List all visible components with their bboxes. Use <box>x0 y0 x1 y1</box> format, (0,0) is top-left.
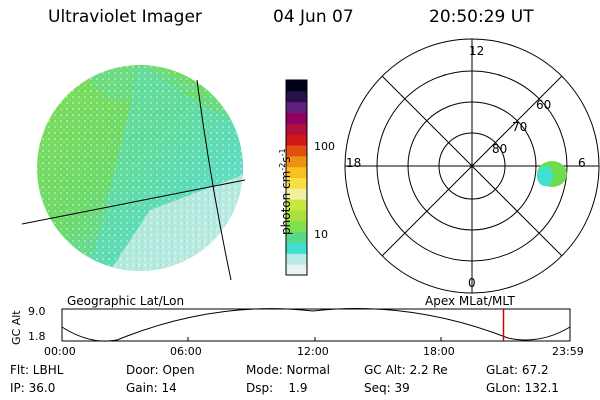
alt-ytick-1-8: 1.8 <box>28 330 46 343</box>
colorbar-cell <box>286 210 307 222</box>
status-glat: GLat: 67.2 <box>486 363 549 377</box>
colorbar-cell <box>286 155 307 168</box>
mlt-label-0: 0 <box>468 276 476 290</box>
alt-xtick-0600: 06:00 <box>170 345 202 358</box>
status-seq: Seq: 39 <box>364 381 410 395</box>
globe-image <box>21 65 246 281</box>
status-door: Door: Open <box>126 363 195 377</box>
status-gc-alt: GC Alt: 2.2 Re <box>364 363 448 377</box>
status-mode: Mode: Normal <box>246 363 330 377</box>
colorbar-cell <box>286 231 307 243</box>
colorbar-cell <box>286 220 307 233</box>
alt-xtick-1200: 12:00 <box>297 345 329 358</box>
colorbar-frame <box>285 79 308 276</box>
time-label: 20:50:29 UT <box>429 7 534 27</box>
colorbar-cell <box>286 242 307 254</box>
date-label: 04 Jun 07 <box>273 7 354 27</box>
colorbar-cell <box>286 123 307 135</box>
aurora-spot <box>537 161 567 187</box>
colorbar-unit-label: photon cm-2s-1 <box>278 148 293 235</box>
status-gain: Gain: 14 <box>126 381 177 395</box>
colorbar-cell <box>286 199 307 211</box>
mlt-label-6: 6 <box>578 156 586 170</box>
colorbar-cell <box>286 101 307 113</box>
colorbar <box>285 79 308 276</box>
status-ip: IP: 36.0 <box>10 381 56 395</box>
status-filter: Flt: LBHL <box>10 363 64 377</box>
mlt-label-12: 12 <box>469 44 485 58</box>
polar-plot <box>344 38 600 294</box>
mlt-label-18: 18 <box>346 156 362 170</box>
colorbar-cell <box>286 264 307 276</box>
lat-label-70: 70 <box>512 120 528 134</box>
colorbar-cell <box>286 145 307 157</box>
status-glon: GLon: 132.1 <box>486 381 559 395</box>
alt-xtick-0000: 00:00 <box>44 345 76 358</box>
colorbar-cell <box>286 177 307 189</box>
colorbar-tick-100: 100 <box>314 140 335 153</box>
colorbar-cell <box>286 166 307 178</box>
lat-label-60: 60 <box>536 98 552 112</box>
alt-ylabel: GC Alt <box>10 310 23 345</box>
colorbar-tick-10: 10 <box>314 228 328 241</box>
colorbar-cell <box>286 253 307 265</box>
alt-xtick-1800: 18:00 <box>423 345 455 358</box>
colorbar-cell <box>286 188 307 200</box>
geographic-label: Geographic Lat/Lon <box>67 294 185 308</box>
instrument-title: Ultraviolet Imager <box>48 7 202 27</box>
apex-label: Apex MLat/MLT <box>425 294 515 308</box>
colorbar-cell <box>286 90 307 103</box>
alt-ytick-9: 9.0 <box>28 305 46 318</box>
colorbar-cell <box>286 134 307 146</box>
altitude-plot <box>61 308 571 342</box>
colorbar-cell <box>286 112 307 124</box>
alt-xtick-2359: 23:59 <box>552 345 584 358</box>
status-dsp: Dsp: 1.9 <box>246 381 308 395</box>
colorbar-cell <box>286 80 307 92</box>
lat-label-80: 80 <box>492 142 508 156</box>
